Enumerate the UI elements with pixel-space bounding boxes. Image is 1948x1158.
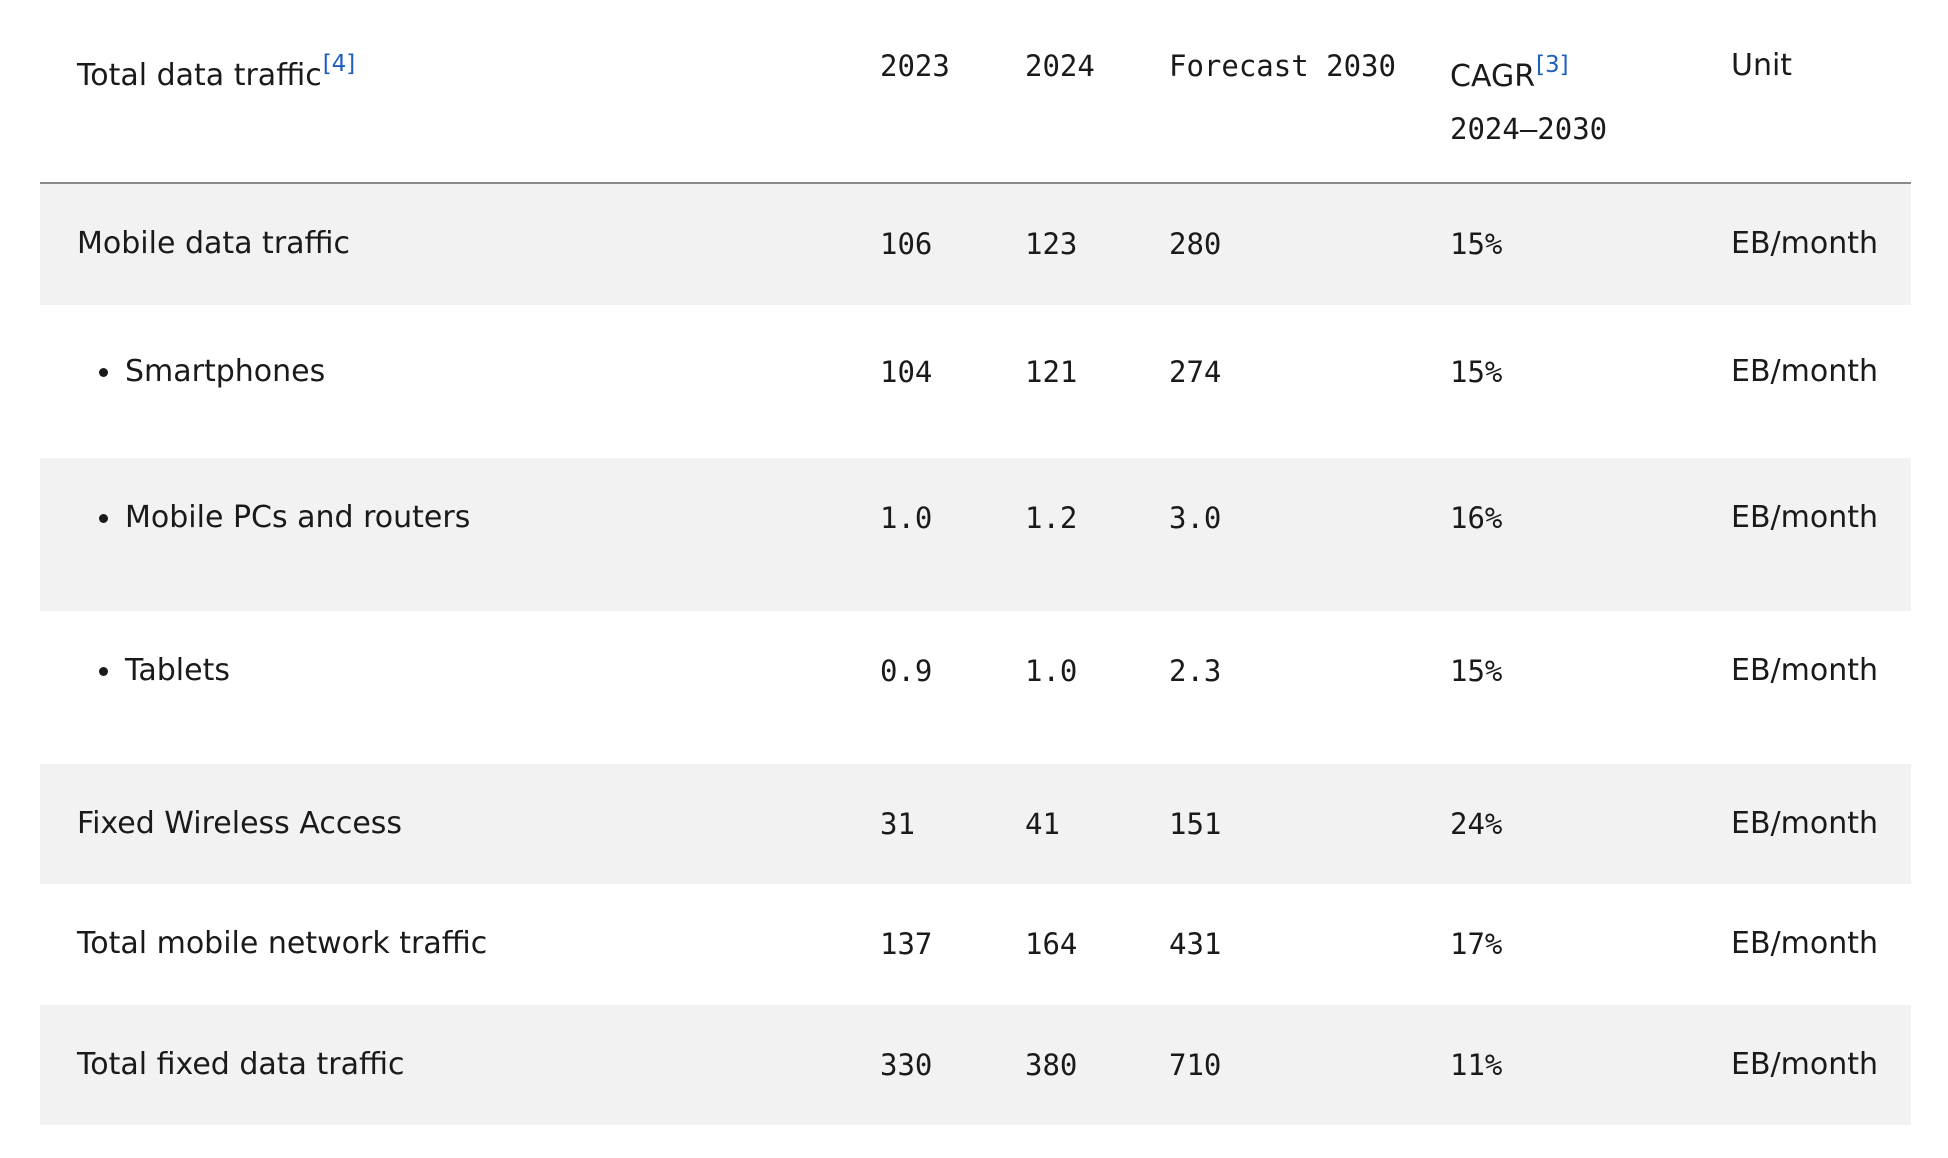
value-cagr: 16%: [1450, 501, 1503, 535]
table-row-mobile-pcs-routers: Mobile PCs and routers 1.0 1.2 3.0 16% E…: [40, 458, 1911, 611]
value-cagr: 17%: [1450, 927, 1503, 961]
header-unit: Unit: [1731, 48, 1793, 83]
value-2023: 137: [880, 927, 933, 961]
value-2030: 3.0: [1169, 501, 1222, 535]
value-cagr: 15%: [1450, 355, 1503, 389]
value-2024: 41: [1025, 807, 1060, 841]
value-2024: 380: [1025, 1048, 1078, 1082]
data-traffic-table: Total data traffic[4] 2023 2024 Forecast…: [40, 0, 1911, 1125]
value-unit: EB/month: [1731, 1047, 1879, 1082]
value-2024: 164: [1025, 927, 1078, 961]
value-2024: 121: [1025, 355, 1078, 389]
table-header-row: Total data traffic[4] 2023 2024 Forecast…: [40, 0, 1911, 184]
value-2023: 0.9: [880, 654, 933, 688]
value-unit: EB/month: [1731, 806, 1879, 841]
value-cagr: 11%: [1450, 1048, 1503, 1082]
value-2024: 1.0: [1025, 654, 1078, 688]
table-row-tablets: Tablets 0.9 1.0 2.3 15% EB/month: [40, 611, 1911, 764]
table-row-mobile-data-traffic: Mobile data traffic 106 123 280 15% EB/m…: [40, 184, 1911, 305]
header-cagr: CAGR[3] 2024–2030: [1450, 52, 1607, 154]
value-2023: 106: [880, 227, 933, 261]
value-2023: 1.0: [880, 501, 933, 535]
value-unit: EB/month: [1731, 226, 1879, 261]
header-label: Total data traffic: [77, 58, 322, 93]
header-2024: 2024: [1025, 49, 1095, 83]
row-label: Mobile PCs and routers: [125, 500, 471, 535]
header-cagr-period: 2024–2030: [1450, 112, 1608, 146]
table-row-fixed-wireless-access: Fixed Wireless Access 31 41 151 24% EB/m…: [40, 764, 1911, 884]
row-label: Smartphones: [125, 354, 326, 389]
value-2023: 104: [880, 355, 933, 389]
bullet-icon: [99, 368, 108, 377]
row-label: Mobile data traffic: [77, 226, 351, 261]
value-cagr: 15%: [1450, 227, 1503, 261]
header-2023: 2023: [880, 49, 950, 83]
header-forecast-2030: Forecast 2030: [1169, 42, 1396, 91]
value-unit: EB/month: [1731, 354, 1879, 389]
row-label: Fixed Wireless Access: [77, 806, 403, 841]
row-label: Total fixed data traffic: [77, 1047, 405, 1082]
value-2030: 710: [1169, 1048, 1222, 1082]
value-2023: 330: [880, 1048, 933, 1082]
value-cagr: 15%: [1450, 654, 1503, 688]
footnote-ref-4[interactable]: [4]: [322, 51, 356, 77]
value-cagr: 24%: [1450, 807, 1503, 841]
row-label: Tablets: [125, 653, 230, 688]
row-label: Total mobile network traffic: [77, 926, 488, 961]
value-2024: 123: [1025, 227, 1078, 261]
bullet-icon: [99, 667, 108, 676]
header-cagr-label: CAGR: [1450, 59, 1536, 94]
table-row-total-mobile-network-traffic: Total mobile network traffic 137 164 431…: [40, 884, 1911, 1005]
bullet-icon: [99, 514, 108, 523]
table-row-smartphones: Smartphones 104 121 274 15% EB/month: [40, 305, 1911, 458]
value-unit: EB/month: [1731, 500, 1879, 535]
value-2030: 274: [1169, 355, 1222, 389]
header-forecast-text: Forecast 2030: [1169, 49, 1396, 83]
value-2030: 280: [1169, 227, 1222, 261]
value-unit: EB/month: [1731, 653, 1879, 688]
value-2024: 1.2: [1025, 501, 1078, 535]
value-2023: 31: [880, 807, 915, 841]
value-2030: 2.3: [1169, 654, 1222, 688]
value-unit: EB/month: [1731, 926, 1879, 961]
header-label-cell: Total data traffic[4]: [77, 51, 356, 102]
value-2030: 151: [1169, 807, 1222, 841]
table-row-total-fixed-data-traffic: Total fixed data traffic 330 380 710 11%…: [40, 1005, 1911, 1125]
footnote-ref-3[interactable]: [3]: [1536, 52, 1569, 78]
value-2030: 431: [1169, 927, 1222, 961]
